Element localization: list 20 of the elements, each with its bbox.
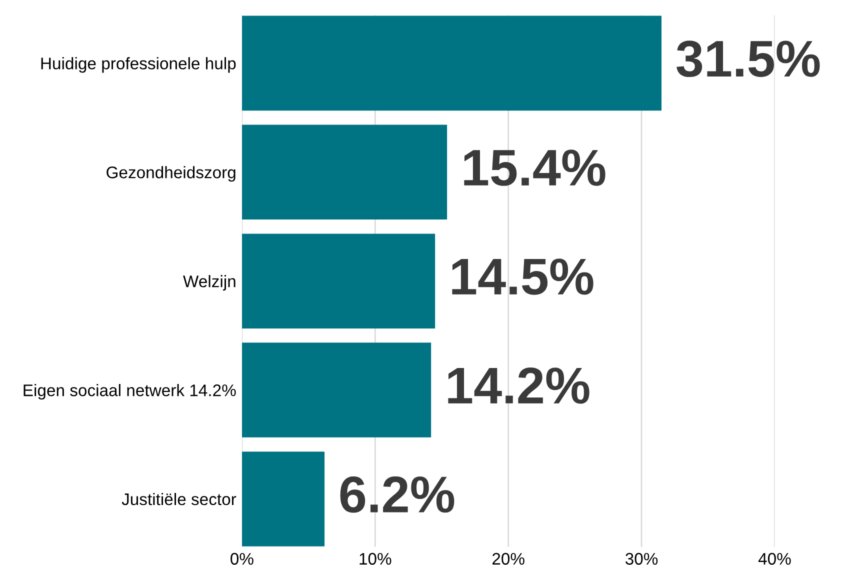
y-tick-label: Welzijn [183, 275, 236, 291]
x-tick-label: 0% [230, 552, 254, 565]
x-tick-label: 30% [625, 552, 658, 565]
y-tick-label: Gezondheidszorg [106, 166, 236, 182]
bar [242, 452, 325, 546]
bar [242, 234, 436, 328]
y-tick-label: Eigen sociaal netwerk 14.2% [24, 384, 236, 400]
x-tick-label: 40% [758, 552, 791, 565]
data-label: 31.5% [676, 40, 820, 78]
bar [242, 342, 432, 438]
data-label: 6.2% [340, 476, 454, 513]
data-label: 14.5% [452, 258, 594, 295]
data-label: 14.2% [448, 367, 590, 404]
y-tick-label: Justitiële sector [122, 492, 236, 506]
data-label: 15.4% [464, 150, 606, 186]
x-tick-label: 10% [360, 552, 392, 565]
bar [242, 16, 662, 111]
x-tick-label: 20% [492, 552, 524, 565]
y-tick-label: Huidige professionele hulp [41, 57, 236, 73]
bar [242, 124, 448, 220]
